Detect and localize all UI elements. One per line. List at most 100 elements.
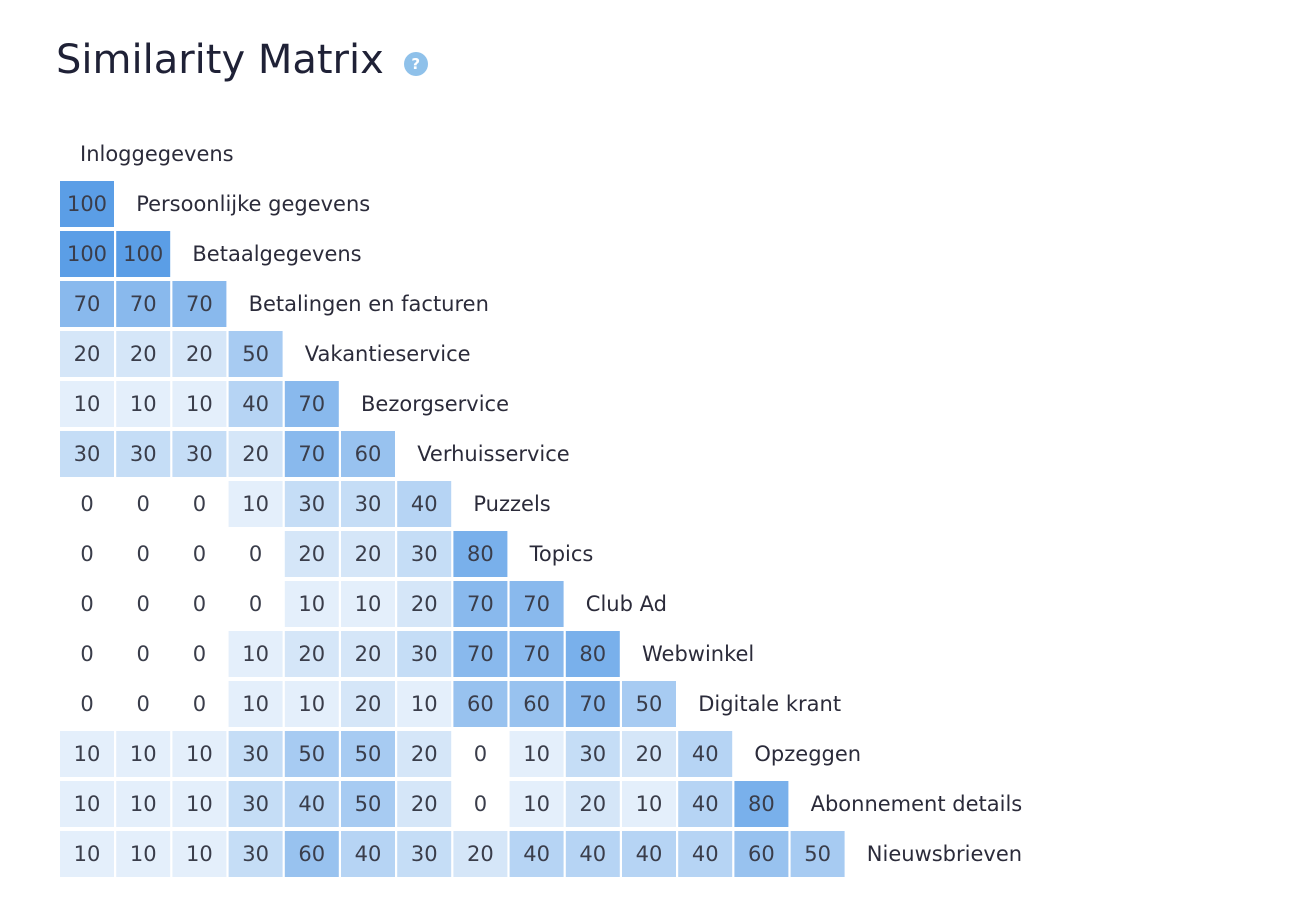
matrix-cell[interactable] <box>228 831 283 877</box>
matrix-cell[interactable] <box>678 731 733 777</box>
matrix-cell[interactable] <box>397 681 452 727</box>
matrix-cell[interactable] <box>60 181 114 227</box>
matrix-cell[interactable] <box>60 631 114 677</box>
matrix-cell[interactable] <box>341 631 395 677</box>
matrix-cell[interactable] <box>397 731 452 777</box>
matrix-cell[interactable] <box>284 731 339 777</box>
matrix-cell[interactable] <box>284 431 339 477</box>
matrix-cell[interactable] <box>172 781 227 827</box>
matrix-cell[interactable] <box>734 781 789 827</box>
matrix-cell[interactable] <box>172 281 227 327</box>
matrix-cell[interactable] <box>116 281 171 327</box>
matrix-cell[interactable] <box>228 581 283 627</box>
matrix-cell[interactable] <box>565 831 620 877</box>
matrix-cell[interactable] <box>116 681 171 727</box>
matrix-cell[interactable] <box>284 631 339 677</box>
matrix-cell[interactable] <box>172 481 227 527</box>
matrix-cell[interactable] <box>397 581 452 627</box>
matrix-cell[interactable] <box>172 831 227 877</box>
matrix-cell[interactable] <box>228 481 283 527</box>
matrix-cell[interactable] <box>341 831 395 877</box>
matrix-cell[interactable] <box>678 831 733 877</box>
matrix-cell[interactable] <box>116 631 171 677</box>
matrix-cell[interactable] <box>116 781 171 827</box>
matrix-cell[interactable] <box>397 831 452 877</box>
matrix-cell[interactable] <box>341 581 395 627</box>
matrix-cell[interactable] <box>734 831 789 877</box>
matrix-cell[interactable] <box>284 481 339 527</box>
matrix-cell[interactable] <box>116 331 171 377</box>
matrix-cell[interactable] <box>341 481 395 527</box>
matrix-cell[interactable] <box>565 681 620 727</box>
matrix-cell[interactable] <box>397 531 452 577</box>
matrix-cell[interactable] <box>60 581 114 627</box>
matrix-cell[interactable] <box>284 831 339 877</box>
matrix-cell[interactable] <box>341 781 395 827</box>
matrix-cell[interactable] <box>284 681 339 727</box>
matrix-cell[interactable] <box>678 781 733 827</box>
matrix-cell[interactable] <box>622 831 676 877</box>
matrix-cell[interactable] <box>509 681 564 727</box>
matrix-cell[interactable] <box>397 781 452 827</box>
matrix-cell[interactable] <box>60 381 114 427</box>
matrix-cell[interactable] <box>60 831 114 877</box>
matrix-cell[interactable] <box>116 831 171 877</box>
matrix-cell[interactable] <box>341 531 395 577</box>
matrix-cell[interactable] <box>228 331 283 377</box>
matrix-cell[interactable] <box>453 781 508 827</box>
matrix-cell[interactable] <box>172 581 227 627</box>
matrix-cell[interactable] <box>172 331 227 377</box>
matrix-cell[interactable] <box>228 381 283 427</box>
matrix-cell[interactable] <box>622 781 676 827</box>
matrix-cell[interactable] <box>509 581 564 627</box>
matrix-cell[interactable] <box>622 731 676 777</box>
matrix-cell[interactable] <box>341 731 395 777</box>
matrix-cell[interactable] <box>509 731 564 777</box>
matrix-cell[interactable] <box>228 681 283 727</box>
matrix-cell[interactable] <box>622 681 676 727</box>
matrix-cell[interactable] <box>565 631 620 677</box>
matrix-cell[interactable] <box>60 431 114 477</box>
matrix-cell[interactable] <box>172 531 227 577</box>
matrix-cell[interactable] <box>453 631 508 677</box>
matrix-cell[interactable] <box>565 731 620 777</box>
matrix-cell[interactable] <box>453 731 508 777</box>
matrix-cell[interactable] <box>60 281 114 327</box>
matrix-cell[interactable] <box>172 381 227 427</box>
matrix-cell[interactable] <box>60 531 114 577</box>
matrix-cell[interactable] <box>228 431 283 477</box>
matrix-cell[interactable] <box>60 681 114 727</box>
matrix-cell[interactable] <box>509 781 564 827</box>
matrix-cell[interactable] <box>60 231 114 277</box>
matrix-cell[interactable] <box>60 481 114 527</box>
matrix-cell[interactable] <box>397 481 452 527</box>
matrix-cell[interactable] <box>228 631 283 677</box>
matrix-cell[interactable] <box>284 781 339 827</box>
matrix-cell[interactable] <box>60 331 114 377</box>
matrix-cell[interactable] <box>116 731 171 777</box>
matrix-cell[interactable] <box>172 681 227 727</box>
matrix-cell[interactable] <box>284 381 339 427</box>
matrix-cell[interactable] <box>509 831 564 877</box>
matrix-cell[interactable] <box>116 581 171 627</box>
matrix-cell[interactable] <box>116 231 171 277</box>
matrix-cell[interactable] <box>116 481 171 527</box>
matrix-cell[interactable] <box>172 731 227 777</box>
matrix-cell[interactable] <box>341 431 395 477</box>
matrix-cell[interactable] <box>228 731 283 777</box>
matrix-cell[interactable] <box>116 431 171 477</box>
matrix-cell[interactable] <box>453 681 508 727</box>
matrix-cell[interactable] <box>565 781 620 827</box>
help-icon[interactable]: ? <box>403 52 428 76</box>
matrix-cell[interactable] <box>284 581 339 627</box>
matrix-cell[interactable] <box>60 781 114 827</box>
matrix-cell[interactable] <box>790 831 845 877</box>
matrix-cell[interactable] <box>341 681 395 727</box>
matrix-cell[interactable] <box>453 831 508 877</box>
matrix-cell[interactable] <box>116 381 171 427</box>
matrix-cell[interactable] <box>116 531 171 577</box>
matrix-cell[interactable] <box>453 581 508 627</box>
matrix-cell[interactable] <box>172 431 227 477</box>
matrix-cell[interactable] <box>228 781 283 827</box>
matrix-cell[interactable] <box>509 631 564 677</box>
